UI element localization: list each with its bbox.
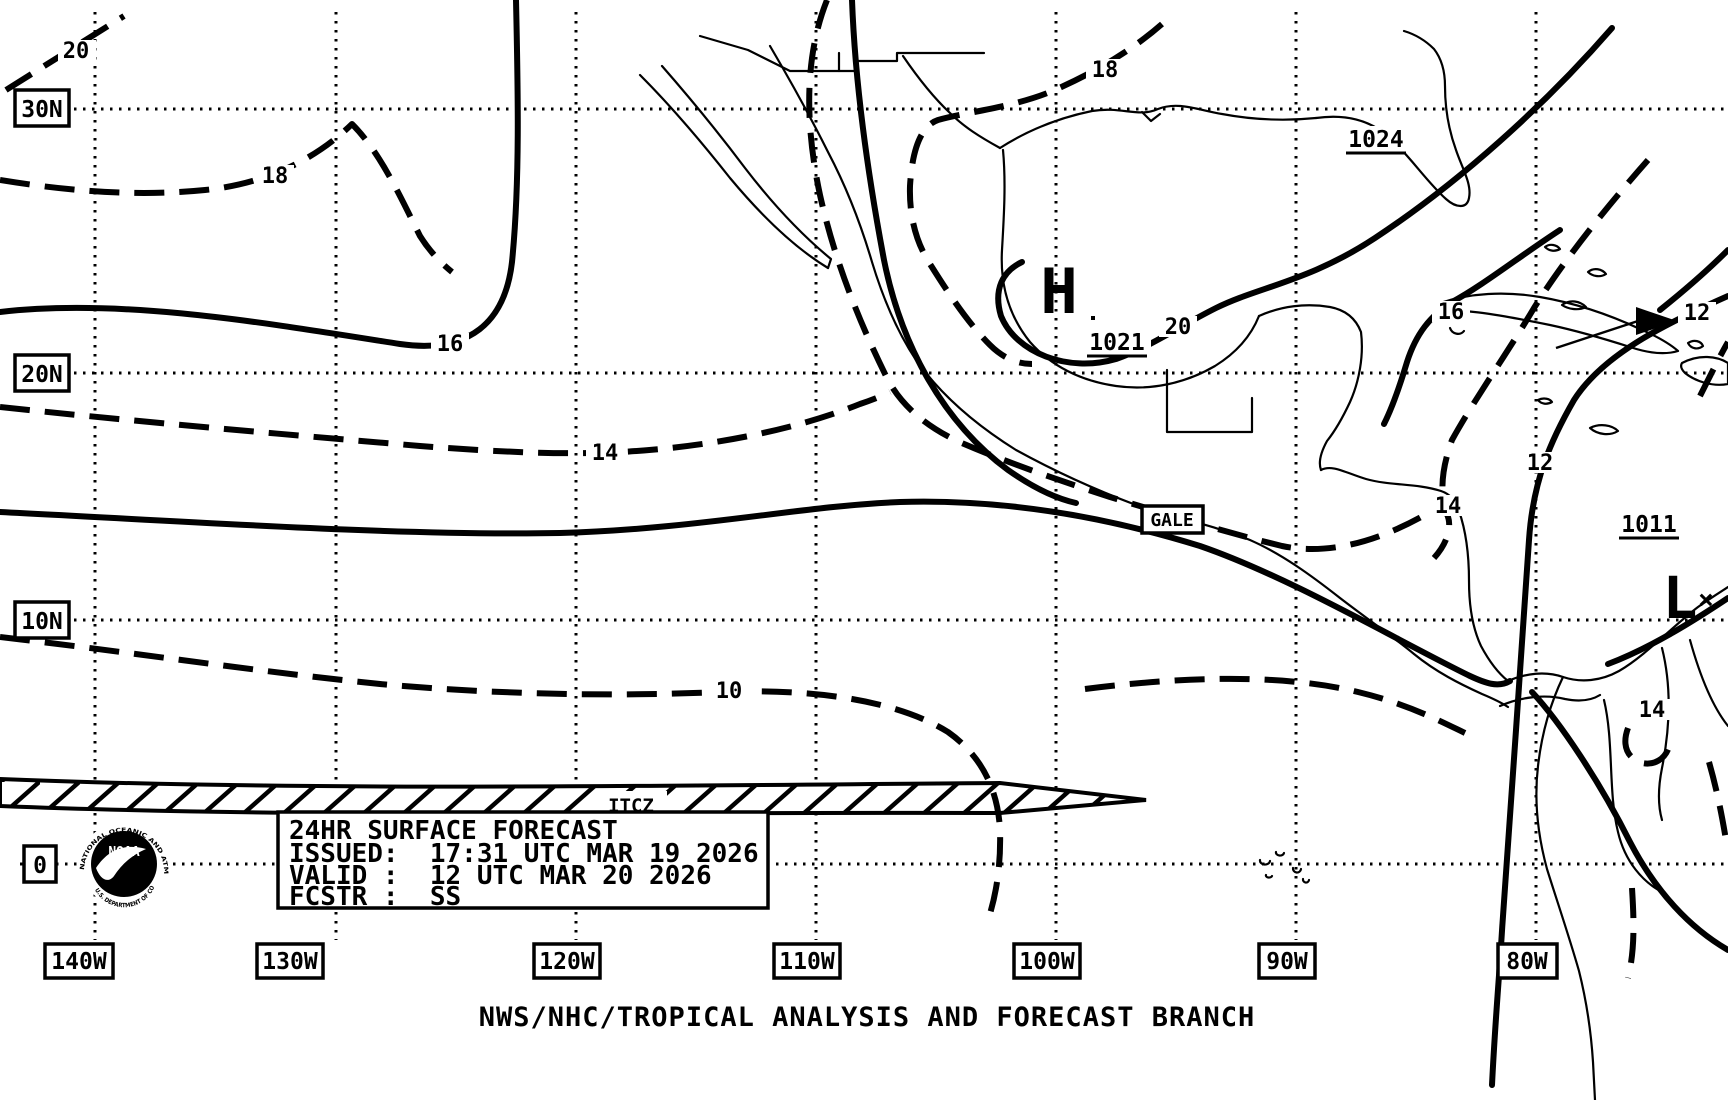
noaa-emblem-disc (91, 831, 157, 897)
ridge-pressure-value: 1024 (1348, 127, 1403, 153)
info-issued: ISSUED: 17:31 UTC MAR 19 2026 (289, 839, 759, 869)
lat-label-10n: 10N (21, 609, 63, 635)
station-dot (1091, 316, 1095, 320)
lon-label-130w: 130W (262, 949, 318, 975)
low-pressure-value: 1011 (1621, 512, 1676, 538)
galapagos-islands (1258, 850, 1311, 884)
noaa-ring-bottom-text: U.S. DEPARTMENT OF COMMERCE (0, 0, 156, 909)
longitude-labels: 140W 130W 120W 110W 100W 90W 80W (43, 942, 1559, 980)
lat-label-30n: 30N (21, 97, 63, 123)
isobar-label-16-caribbean: 16 (1438, 300, 1465, 325)
isobar-label-12-carib-east: 12 (1527, 451, 1554, 476)
movement-arrow (1555, 307, 1677, 350)
isobar-label-14-colombia: 14 (1639, 698, 1666, 723)
info-title: 24HR SURFACE FORECAST (289, 816, 618, 846)
lat-label-0: 0 (33, 853, 47, 879)
isobar-label-12-atlantic: 12 (1684, 301, 1711, 326)
isobar-value-labels: 20 18 16 14 10 18 20 16 12 12 14 14 (58, 39, 1716, 723)
forecast-info-box: 24HR SURFACE FORECAST ISSUED: 17:31 UTC … (276, 810, 770, 912)
lon-label-90w: 90W (1266, 949, 1308, 975)
svg-text:NATIONAL OCEANIC AND ATMOSPHER: NATIONAL OCEANIC AND ATMOSPHERIC ADMINIS… (0, 0, 169, 874)
arrowhead-icon (1636, 307, 1677, 335)
isobar-label-16-west: 16 (437, 332, 464, 357)
lon-label-120w: 120W (539, 949, 595, 975)
lon-label-80w: 80W (1506, 949, 1548, 975)
lon-label-140w: 140W (51, 949, 107, 975)
high-pressure-symbol: H (1040, 255, 1077, 328)
gale-box (1140, 504, 1205, 535)
coastlines (638, 29, 1728, 1100)
latitude-labels: 30N 20N 10N 0 (13, 88, 71, 884)
gale-text: GALE (1150, 510, 1193, 531)
isobar-label-18-north: 18 (1092, 58, 1119, 83)
info-box-frame (276, 810, 770, 910)
svg-text:U.S. DEPARTMENT OF COMMERCE: U.S. DEPARTMENT OF COMMERCE (0, 0, 156, 909)
isobar-label-18-west: 18 (262, 164, 289, 189)
low-pressure-x-mark: × (1698, 585, 1714, 615)
noaa-ring-top-text: NATIONAL OCEANIC AND ATMOSPHERIC ADMINIS… (0, 0, 169, 874)
isobar-label-20-gulf: 20 (1165, 315, 1192, 340)
itcz-band (0, 776, 1147, 816)
lon-label-110w: 110W (779, 949, 835, 975)
isobar-label-10-south: 10 (716, 679, 743, 704)
footer-branch-title: NWS/NHC/TROPICAL ANALYSIS AND FORECAST B… (479, 1002, 1256, 1033)
info-valid: VALID : 12 UTC MAR 20 2026 (289, 861, 712, 891)
info-forecaster: FCSTR : SS (289, 882, 461, 912)
noaa-logo: NATIONAL OCEANIC AND ATMOSPHERIC ADMINIS… (0, 0, 169, 909)
latlon-grid (20, 12, 1728, 940)
lon-label-100w: 100W (1019, 949, 1075, 975)
pressure-centers: H 1021 1024 1011 L × (1040, 126, 1714, 632)
high-pressure-value: 1021 (1089, 330, 1144, 356)
gale-warning: GALE (1140, 504, 1205, 535)
lat-label-20n: 20N (21, 362, 63, 388)
isobar-label-14-west: 14 (592, 441, 619, 466)
isobar-label-20-nw: 20 (63, 39, 90, 64)
low-pressure-symbol: L (1663, 564, 1698, 632)
dashed-isobars (0, 0, 1728, 979)
noaa-seagull-icon (96, 846, 146, 880)
isobar-label-14-honduras: 14 (1435, 494, 1462, 519)
